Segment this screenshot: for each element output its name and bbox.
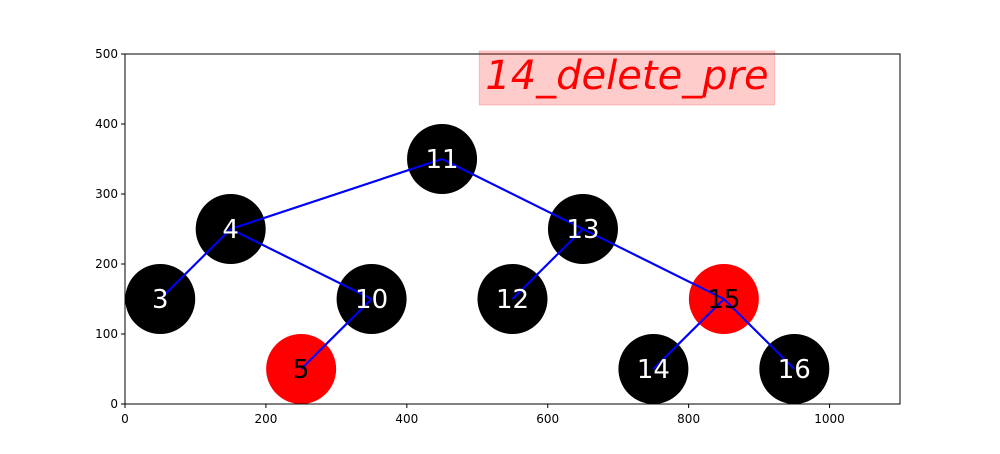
tree-node-label-16: 16 (778, 355, 811, 385)
tree-edge-overlay-13-12 (511, 228, 584, 300)
title-box (478, 50, 776, 106)
x-tick-label: 1000 (814, 412, 845, 426)
tree-node-label-15: 15 (707, 285, 740, 315)
tree-edge-overlay-4-3 (159, 228, 232, 300)
x-tick-label: 800 (677, 412, 700, 426)
tree-edge-overlay-13-15 (582, 228, 725, 300)
tree-node-label-13: 13 (566, 215, 599, 245)
tree-node-label-10: 10 (355, 285, 388, 315)
nodes-layer: 11 4 13 3 10 12 15 5 14 16 (125, 124, 830, 404)
title-layer: 14_delete_pre (478, 50, 776, 106)
tree-edge-overlay-4-10 (230, 228, 373, 300)
y-tick-label: 0 (110, 397, 118, 411)
tree-node-label-5: 5 (293, 355, 310, 385)
tree-edge-overlay-11-4 (230, 158, 443, 230)
tree-node-label-12: 12 (496, 285, 529, 315)
x-tick-label: 600 (536, 412, 559, 426)
y-tick-label: 100 (95, 327, 118, 341)
tree-node-label-14: 14 (637, 355, 670, 385)
tree-node-label-3: 3 (152, 285, 169, 315)
x-tick-label: 200 (254, 412, 277, 426)
tree-edge-overlay-15-16 (723, 298, 796, 370)
y-axis-ticks: 0 100 200 300 400 500 (95, 47, 125, 411)
tree-node-label-4: 4 (222, 215, 239, 245)
plot-frame (124, 53, 901, 405)
y-tick-label: 300 (95, 187, 118, 201)
tree-edge-overlay-10-5 (300, 298, 373, 370)
x-axis-ticks: 0 200 400 600 800 1000 (121, 404, 845, 426)
x-tick-label: 400 (395, 412, 418, 426)
chart-title: 14_delete_pre (485, 53, 768, 99)
x-tick-label: 0 (121, 412, 129, 426)
tree-edge-overlay-11-13 (441, 158, 584, 230)
y-tick-label: 400 (95, 117, 118, 131)
tree-node-label-11: 11 (425, 145, 458, 175)
tree-edge-overlay-15-14 (652, 298, 725, 370)
y-tick-label: 200 (95, 257, 118, 271)
y-tick-label: 500 (95, 47, 118, 61)
